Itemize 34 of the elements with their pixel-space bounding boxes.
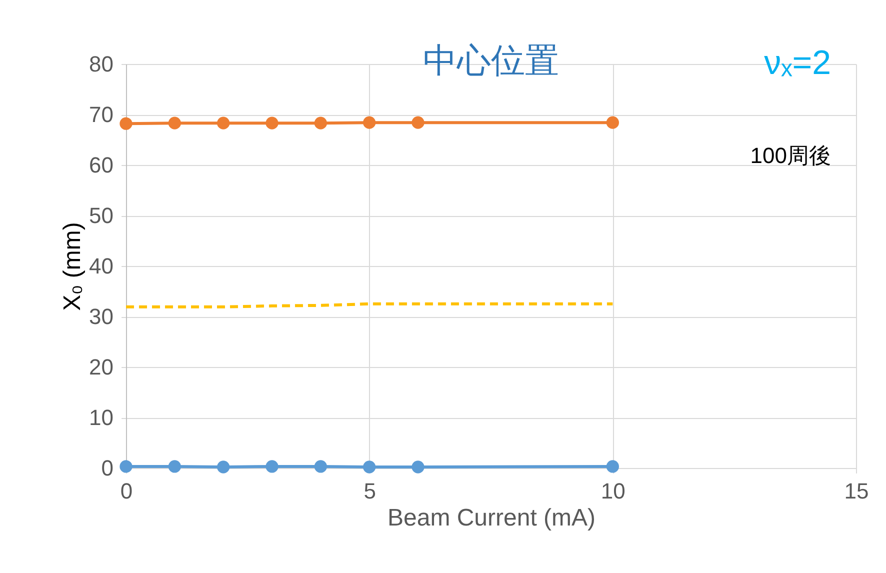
x-tick-label: 0 — [120, 478, 133, 504]
point — [120, 460, 132, 473]
point — [412, 116, 424, 129]
y-tick-label: 70 — [89, 102, 114, 127]
x-tick-label: 15 — [844, 478, 869, 504]
point — [266, 116, 278, 130]
point — [266, 460, 278, 473]
point — [363, 460, 376, 474]
y-tick-label: 10 — [89, 405, 114, 430]
y-tick-label: 20 — [89, 354, 114, 380]
annotation: νₓ=2 — [764, 44, 831, 82]
annotation: 100周後 — [750, 143, 831, 168]
point — [217, 460, 230, 474]
point — [168, 460, 181, 473]
x-tick-label: 5 — [364, 478, 376, 504]
point — [606, 116, 619, 129]
point — [168, 116, 181, 130]
chart-title: 中心位置 — [423, 42, 559, 80]
y-tick-label: 30 — [89, 304, 114, 329]
y-tick-label: 60 — [89, 152, 114, 178]
y-axis-title: X₀ (mm) — [59, 222, 86, 311]
point — [217, 116, 230, 130]
point — [120, 117, 132, 130]
x-axis-title: Beam Current (mA) — [387, 504, 596, 532]
y-tick-label: 0 — [101, 456, 114, 480]
point — [314, 116, 327, 130]
y-tick-label: 80 — [89, 52, 114, 76]
point — [314, 460, 327, 473]
y-tick-label: 50 — [89, 203, 114, 228]
x-tick-label: 10 — [600, 478, 626, 504]
point — [363, 116, 376, 129]
y-tick-label: 40 — [89, 254, 114, 278]
point — [606, 460, 619, 473]
point — [412, 460, 424, 474]
